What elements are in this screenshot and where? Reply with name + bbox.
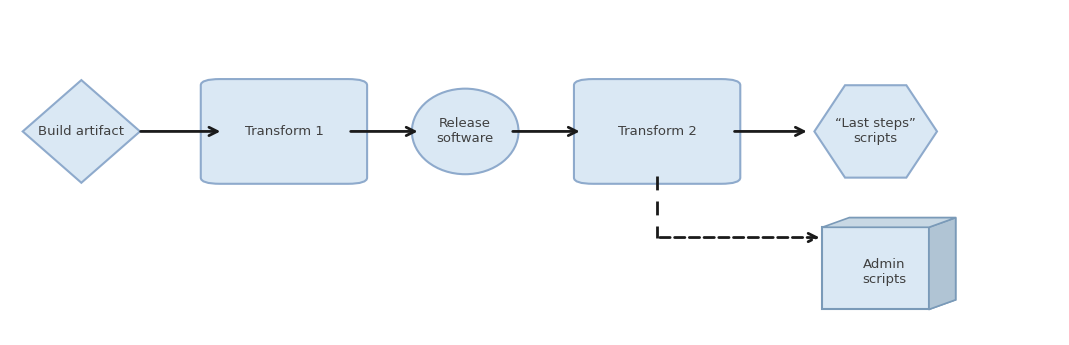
Text: “Last steps”
scripts: “Last steps” scripts <box>835 117 916 146</box>
FancyBboxPatch shape <box>201 79 367 184</box>
Text: Admin
scripts: Admin scripts <box>863 258 907 286</box>
Text: Release
software: Release software <box>436 117 494 146</box>
Polygon shape <box>22 80 140 183</box>
Polygon shape <box>822 218 956 227</box>
Ellipse shape <box>412 89 518 174</box>
Text: Transform 1: Transform 1 <box>245 125 324 138</box>
FancyBboxPatch shape <box>822 227 929 309</box>
Text: Transform 2: Transform 2 <box>618 125 697 138</box>
Polygon shape <box>815 85 938 178</box>
Polygon shape <box>849 218 956 309</box>
FancyBboxPatch shape <box>574 79 740 184</box>
Polygon shape <box>929 218 956 309</box>
Text: Build artifact: Build artifact <box>38 125 124 138</box>
